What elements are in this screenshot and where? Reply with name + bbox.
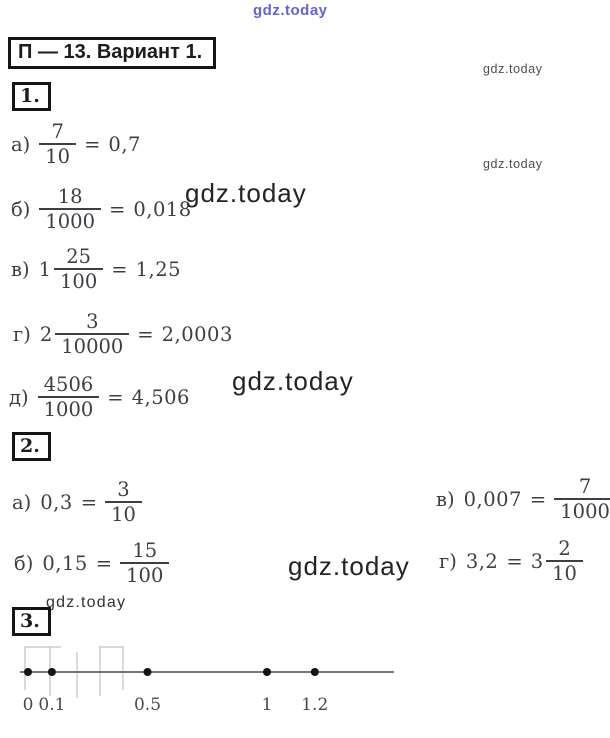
number-line-label: 1.2 — [301, 695, 328, 715]
watermark-small-2: gdz.today — [483, 157, 543, 171]
number-line-label: 1 — [262, 695, 273, 715]
fraction: 7 1000 — [554, 476, 610, 522]
item-label: д) — [9, 385, 29, 409]
numerator: 2 — [558, 537, 571, 560]
fraction: 3 10000 — [55, 310, 130, 357]
equals-sign: = — [109, 197, 126, 221]
whole-number: 2 — [39, 322, 53, 346]
decimal-value: 1,25 — [135, 257, 182, 281]
numerator: 7 — [51, 120, 64, 143]
item-label: а) — [12, 490, 32, 514]
fraction: 18 1000 — [39, 186, 101, 232]
denominator: 10 — [546, 560, 583, 584]
item-label: г) — [439, 549, 457, 573]
item-label: б) — [14, 551, 34, 575]
decimal-value: 0,15 — [42, 551, 88, 575]
number-line-label: 0 — [23, 695, 34, 715]
denominator: 100 — [54, 268, 104, 292]
fraction: 15 100 — [120, 539, 170, 586]
watermark-medium: gdz.today — [46, 594, 127, 611]
task3-number: 3. — [12, 607, 51, 636]
equals-sign: = — [111, 257, 128, 281]
watermark-large-1: gdz.today — [185, 178, 307, 208]
number-line-labels: 0 0.1 0.5 1 1.2 — [23, 695, 329, 715]
watermark-small-1: gdz.today — [483, 62, 543, 76]
page-title: П — 13. Вариант 1. — [8, 37, 217, 69]
number-line-point — [47, 668, 56, 676]
task1-item-b: б) 18 1000 = 0,018 — [11, 186, 192, 232]
task2-number: 2. — [12, 432, 51, 461]
number-line-label: 0.1 — [38, 695, 65, 715]
number-line-svg: 0 0.1 0.5 1 1.2 — [20, 646, 394, 715]
fraction: 7 10 — [39, 120, 77, 167]
equals-sign: = — [107, 385, 124, 409]
whole-number: 3 — [530, 549, 544, 573]
denominator: 1000 — [39, 208, 101, 232]
numerator: 18 — [57, 185, 83, 208]
denominator: 100 — [120, 562, 170, 586]
denominator: 1000 — [554, 498, 610, 522]
numerator: 25 — [66, 245, 92, 268]
watermark-large-3: gdz.today — [288, 551, 410, 581]
numerator: 7 — [578, 475, 592, 498]
decimal-value: 0,007 — [463, 487, 522, 511]
faint-tick-marks — [24, 646, 124, 698]
task2-item-g: г) 3,2 = 3 2 10 — [439, 538, 583, 584]
task2-item-b: б) 0,15 = 15 100 — [14, 539, 170, 586]
numerator: 3 — [117, 478, 130, 501]
item-label: г) — [13, 322, 31, 346]
decimal-value: 2,0003 — [161, 322, 233, 346]
task2-item-v: в) 0,007 = 7 1000 — [436, 476, 610, 522]
number-line-point — [310, 668, 319, 676]
decimal-value: 0,018 — [133, 197, 192, 221]
decimal-value: 0,3 — [40, 490, 73, 514]
numerator: 4506 — [43, 373, 94, 396]
denominator: 10000 — [55, 333, 130, 357]
decimal-value: 3,2 — [465, 549, 499, 573]
whole-number: 1 — [38, 257, 52, 281]
numerator: 3 — [86, 310, 99, 333]
item-label: в) — [436, 487, 455, 511]
denominator: 10 — [39, 143, 77, 167]
number-line-points — [24, 668, 319, 676]
equals-sign: = — [529, 487, 547, 511]
number-line: 0 0.1 0.5 1 1.2 — [0, 638, 610, 738]
number-line-point — [263, 668, 271, 676]
decimal-value: 4,506 — [131, 385, 190, 409]
equals-sign: = — [137, 322, 154, 346]
denominator: 10 — [105, 501, 142, 525]
fraction: 2 10 — [546, 538, 583, 584]
equals-sign: = — [84, 132, 101, 156]
watermark-large-2: gdz.today — [232, 366, 354, 396]
item-label: а) — [11, 132, 31, 156]
equals-sign: = — [80, 490, 98, 514]
number-line-point — [143, 668, 152, 676]
task2-item-a: а) 0,3 = 3 10 — [12, 479, 142, 525]
fraction: 25 100 — [54, 245, 104, 292]
fraction: 4506 1000 — [37, 373, 100, 420]
item-label: б) — [11, 197, 31, 221]
task1-item-g: г) 2 3 10000 = 2,0003 — [13, 311, 233, 357]
number-line-label: 0.5 — [134, 695, 161, 715]
task1-item-a: а) 7 10 = 0,7 — [11, 121, 141, 167]
task1-item-v: в) 1 25 100 = 1,25 — [11, 246, 181, 292]
numerator: 15 — [132, 539, 158, 562]
equals-sign: = — [95, 551, 113, 575]
task1-item-d: д) 4506 1000 = 4,506 — [9, 374, 190, 420]
task1-number: 1. — [12, 82, 51, 111]
equals-sign: = — [506, 549, 523, 573]
fraction: 3 10 — [105, 479, 142, 525]
watermark-top: gdz.today — [253, 2, 328, 19]
number-line-point — [24, 668, 32, 676]
denominator: 1000 — [37, 396, 100, 420]
decimal-value: 0,7 — [108, 132, 141, 156]
item-label: в) — [11, 257, 30, 281]
